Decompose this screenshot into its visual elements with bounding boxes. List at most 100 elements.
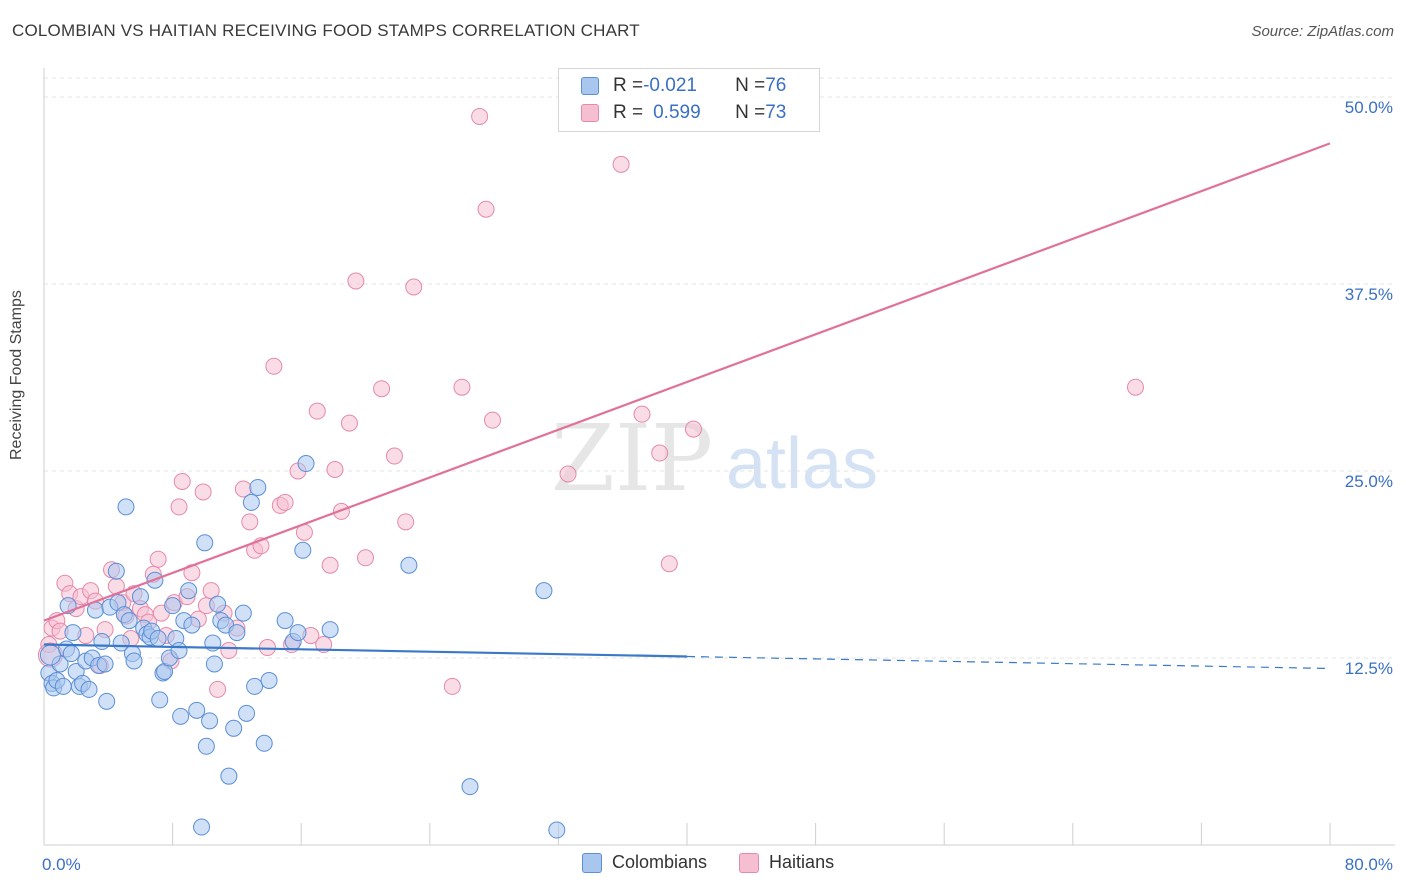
y-tick-label: 25.0% (1345, 472, 1393, 491)
haitian-point (340, 414, 358, 432)
legend-row-haitians: R = 0.599 N = 73 (581, 102, 786, 124)
y-tick-label: 50.0% (1345, 98, 1393, 117)
colombian-point (197, 737, 215, 755)
correlation-legend: R = -0.021 N = 76 R = 0.599 N = 73 (558, 68, 820, 132)
haitians-points (37, 107, 1144, 698)
haitian-point (483, 411, 501, 429)
colombian-point (149, 630, 167, 648)
colombian-point (64, 624, 82, 642)
colombian-point (120, 612, 138, 630)
colombian-point (93, 633, 111, 651)
haitian-point (173, 472, 191, 490)
haitian-point (1126, 378, 1144, 396)
colombians-trend-line (43, 643, 688, 658)
haitian-point (265, 357, 283, 375)
legend-r-label: R = (613, 102, 644, 123)
haitian-point (276, 493, 294, 511)
colombian-point (188, 701, 206, 719)
haitian-point (170, 498, 188, 516)
legend-r-value: 0.599 (653, 102, 701, 123)
colombian-point (321, 621, 339, 639)
watermark-atlas: atlas (726, 424, 878, 504)
haitians-swatch (739, 852, 760, 873)
legend-row-colombians: R = -0.021 N = 76 (581, 75, 786, 97)
haitian-point (241, 513, 259, 531)
colombian-point (228, 624, 246, 642)
legend-swatch-blue (581, 77, 599, 95)
grid-lines (44, 77, 1395, 659)
haitian-point (373, 380, 391, 398)
colombian-point (180, 582, 198, 600)
colombian-point (276, 612, 294, 630)
haitian-point (612, 155, 630, 173)
haitian-point (477, 200, 495, 218)
colombian-point (54, 677, 72, 695)
legend-n-value: 73 (765, 102, 787, 123)
chart-title: COLOMBIAN VS HAITIAN RECEIVING FOOD STAM… (12, 21, 640, 40)
colombian-point (172, 707, 190, 725)
haitian-point (397, 513, 415, 531)
legend-swatch-pink (581, 104, 599, 122)
haitian-point (194, 483, 212, 501)
colombian-point (234, 604, 252, 622)
haitian-point (326, 461, 344, 479)
colombian-point (96, 655, 114, 673)
colombian-point (62, 645, 80, 663)
haitian-point (347, 272, 365, 290)
colombian-point (246, 677, 264, 695)
trend-lines (43, 142, 1331, 670)
haitians-label: Haitians (769, 852, 835, 872)
haitian-point (559, 465, 577, 483)
colombian-point (196, 534, 214, 552)
haitians-trend-line (43, 142, 1331, 622)
haitian-point (315, 636, 333, 654)
colombian-point (548, 821, 566, 839)
haitian-point (149, 550, 167, 568)
haitian-point (220, 642, 238, 660)
haitian-point (405, 278, 423, 296)
colombian-point (201, 712, 219, 730)
colombian-point (225, 719, 243, 737)
colombian-point (535, 582, 553, 600)
haitian-point (453, 378, 471, 396)
colombian-point (289, 624, 307, 642)
tick-labels: 12.5% 25.0% 37.5% 50.0% 0.0% 80.0% (42, 98, 1393, 874)
colombians-trend-extension (686, 655, 1331, 670)
y-tick-label: 12.5% (1345, 659, 1393, 678)
legend-r-label: R = (613, 75, 644, 96)
haitian-point (660, 555, 678, 573)
series-legend: Colombians Haitians (582, 852, 834, 873)
source-label: Source: ZipAtlas.com (1251, 23, 1394, 40)
colombian-point (400, 556, 418, 574)
legend-n-label: N = (735, 75, 766, 96)
legend-r-value: -0.021 (643, 75, 697, 96)
haitian-point (209, 680, 227, 698)
colombian-point (249, 478, 267, 496)
axes (43, 68, 1395, 846)
colombian-point (238, 704, 256, 722)
colombian-point (117, 498, 135, 516)
colombian-point (461, 778, 479, 796)
haitian-point (357, 549, 374, 567)
haitian-point (443, 677, 461, 695)
colombian-point (297, 455, 315, 473)
colombian-point (205, 655, 223, 673)
y-axis-label: Receiving Food Stamps (8, 290, 25, 460)
colombian-point (193, 818, 211, 836)
x-tick-label: 80.0% (1345, 855, 1393, 874)
haitian-point (684, 420, 702, 438)
colombian-point (242, 493, 260, 511)
colombian-point (131, 588, 149, 606)
colombians-points (39, 455, 566, 839)
colombian-point (125, 652, 143, 670)
colombian-point (183, 616, 201, 634)
haitian-point (651, 444, 669, 462)
legend-n-value: 76 (765, 75, 787, 96)
colombians-swatch (582, 852, 602, 873)
colombian-point (220, 767, 238, 785)
watermark-zip: ZIP (551, 405, 713, 512)
haitian-point (385, 447, 403, 465)
haitian-point (471, 107, 489, 125)
haitian-point (633, 405, 651, 423)
